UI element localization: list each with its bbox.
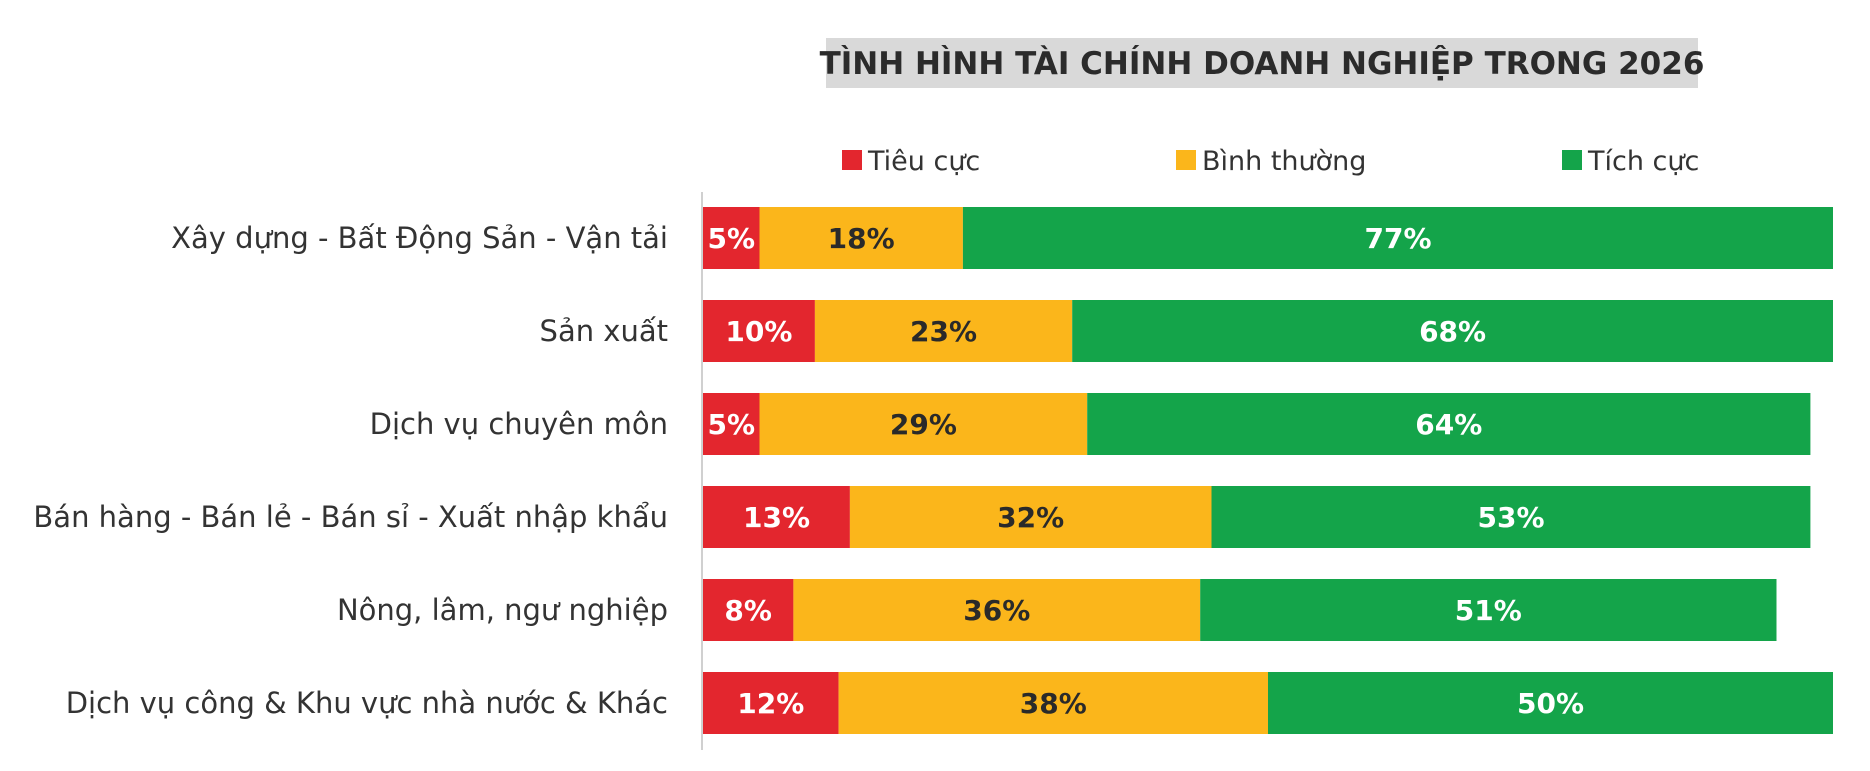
bar-segment-negative [703,579,794,641]
data-label: 53% [1477,501,1544,534]
bar-segment-positive [1087,393,1811,455]
bar-segment-negative [703,300,815,362]
legend-swatch-neutral [1176,150,1196,170]
data-label: 13% [743,501,810,534]
chart-title: TÌNH HÌNH TÀI CHÍNH DOANH NGHIỆP TRONG 2… [820,45,1705,82]
data-label: 18% [828,222,895,255]
category-labels: Xây dựng - Bất Động Sản - Vận tải Sản xuấ… [33,221,668,720]
legend-swatch-positive [1562,150,1582,170]
bar-segment-negative [703,207,760,269]
bar-segment-positive [1268,672,1833,734]
bar-segment-negative [703,393,760,455]
bars: 5% 18% 77% 10% 23% 68% 5% 29% 64% 13% 32% 53% 8% 36% 5… [703,207,1833,734]
data-label: 68% [1419,315,1486,348]
bar-segment-positive [962,207,1833,269]
legend-label-positive: Tích cực [1587,146,1699,177]
data-label: 38% [1020,687,1087,720]
bar-segment-neutral [793,579,1201,641]
data-label: 12% [737,687,804,720]
data-label: 36% [963,594,1030,627]
data-label: 64% [1415,408,1482,441]
category-label: Dịch vụ công & Khu vực nhà nước & Khác [66,686,668,720]
legend-label-negative: Tiêu cực [867,146,980,177]
data-label: 50% [1517,687,1584,720]
bar-segment-positive [1072,300,1833,362]
data-label: 51% [1455,594,1522,627]
category-label: Nông, lâm, ngư nghiệp [337,593,668,627]
bar-segment-neutral [759,207,963,269]
category-label: Sản xuất [540,314,668,348]
bar-segment-neutral [759,393,1088,455]
data-label: 23% [910,315,977,348]
legend-label-neutral: Bình thường [1202,146,1366,177]
bar-segment-positive [1211,486,1811,548]
category-label: Xây dựng - Bất Động Sản - Vận tải [171,221,668,255]
data-label: 5% [708,408,756,441]
category-label: Bán hàng - Bán lẻ - Bán sỉ - Xuất nhập k… [33,500,668,534]
bar-segment-negative [703,672,839,734]
bar-segment-neutral [838,672,1268,734]
bar-segment-negative [703,486,850,548]
category-label: Dịch vụ chuyên môn [370,407,668,441]
legend-swatch-negative [842,150,862,170]
data-label: 32% [997,501,1064,534]
data-label: 10% [725,315,792,348]
data-label: 5% [708,222,756,255]
legend: Tiêu cực Bình thường Tích cực [842,146,1699,177]
bar-segment-neutral [814,300,1073,362]
data-label: 77% [1364,222,1431,255]
data-label: 8% [724,594,772,627]
title-background [826,38,1698,88]
bar-segment-neutral [849,486,1212,548]
bar-segment-positive [1200,579,1777,641]
data-label: 29% [890,408,957,441]
